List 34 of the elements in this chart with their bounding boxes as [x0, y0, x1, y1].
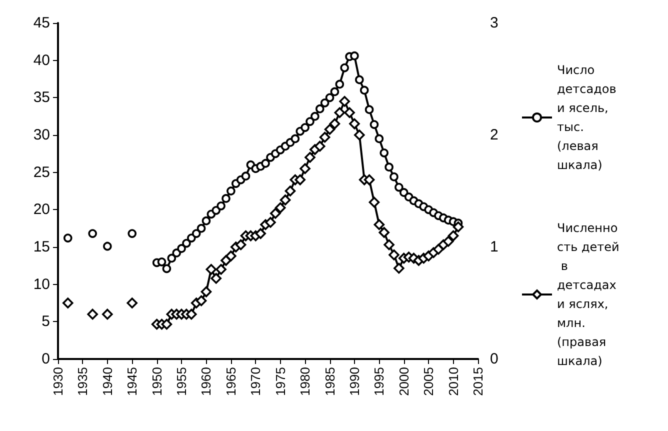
x-tick-label: 2005 [421, 367, 436, 396]
y-tick-label: 25 [33, 164, 50, 181]
x-tick-label: 1950 [149, 367, 164, 396]
y-tick-label: 30 [33, 126, 50, 144]
x-tick-label: 2000 [396, 367, 412, 396]
x-tick-label: 1935 [75, 367, 90, 396]
y-tick-label: 20 [33, 201, 50, 218]
y-tick-label: 15 [33, 238, 50, 256]
legend-label: Численность детей в детсадах и яслях, млн. (правая шкала) [557, 221, 620, 368]
y2-tick-label: 3 [490, 14, 498, 32]
y2-tick-label: 0 [490, 350, 498, 368]
x-tick-label: 1930 [50, 367, 66, 396]
x-tick-label: 2010 [446, 367, 461, 396]
y-tick-label: 45 [33, 14, 50, 32]
x-tick-label: 2015 [470, 367, 486, 396]
y-tick-label: 10 [33, 276, 50, 293]
x-tick-label: 1945 [124, 367, 140, 396]
legend-label: Число детсадов и ясель, тыс. (левая шкала) [557, 63, 620, 172]
y-tick-label: 0 [42, 350, 50, 368]
x-tick-label: 1965 [223, 367, 238, 396]
x-tick-label: 1955 [174, 367, 190, 396]
x-tick-label: 1940 [100, 367, 115, 396]
y-tick-label: 40 [33, 52, 50, 69]
x-tick-label: 1995 [372, 367, 387, 396]
y-tick-label: 35 [33, 89, 50, 106]
x-tick-label: 1960 [198, 367, 214, 396]
y-tick-label: 5 [42, 313, 50, 330]
y2-tick-label: 1 [490, 238, 498, 256]
x-tick-label: 1985 [322, 367, 338, 396]
x-tick-label: 1980 [298, 367, 313, 396]
x-tick-label: 1975 [272, 367, 288, 396]
x-tick-label: 1970 [248, 367, 264, 396]
y2-tick-label: 2 [490, 126, 498, 144]
x-tick-label: 1990 [346, 367, 362, 396]
